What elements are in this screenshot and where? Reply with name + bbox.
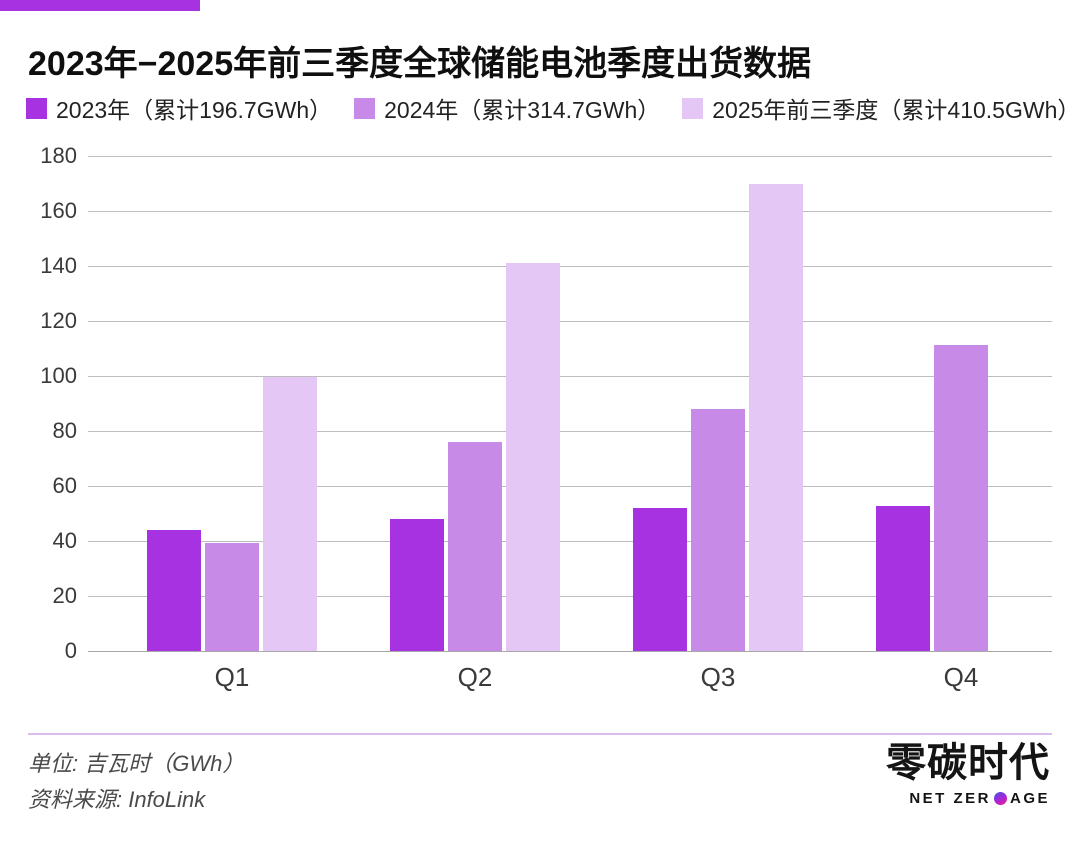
bar-slot xyxy=(147,156,201,651)
gridline-100 xyxy=(88,376,1052,377)
bar-slot xyxy=(506,156,560,651)
bar-2024-q4 xyxy=(934,344,988,651)
bar-slot xyxy=(691,156,745,651)
bar-slot xyxy=(934,156,988,651)
y-axis-tick-label-40: 40 xyxy=(52,528,77,553)
bar-chart: 180 160 140 120 100 80 60 40 20 0 Q1 Q2 Q3 Q4 xyxy=(40,143,1052,692)
bar-slot xyxy=(205,156,259,651)
bar-slot xyxy=(749,156,803,651)
logo-english-right: AGE xyxy=(1009,790,1050,807)
bar-2024-q3 xyxy=(691,409,745,651)
gridline-60 xyxy=(88,486,1052,487)
bar-slot xyxy=(448,156,502,651)
x-axis-label-q1: Q1 xyxy=(214,662,250,692)
logo: 零碳时代 NET ZER AGE xyxy=(790,740,1050,807)
y-axis-tick-label-140: 140 xyxy=(40,253,77,278)
gridline-120 xyxy=(88,321,1052,322)
bar-group-q3 xyxy=(633,156,803,651)
bar-2023-q2 xyxy=(390,519,444,651)
bar-slot xyxy=(633,156,687,651)
x-axis-label-q2: Q2 xyxy=(457,662,493,692)
logo-dot-icon xyxy=(993,792,1007,805)
y-axis-tick-label-60: 60 xyxy=(52,473,77,498)
bar-slot xyxy=(876,156,930,651)
y-axis-tick-label-180: 180 xyxy=(40,143,77,168)
bar-2023-q4 xyxy=(876,506,930,651)
bar-2023-q1 xyxy=(147,530,201,651)
legend-swatch-icon xyxy=(26,97,47,119)
legend-item-1: 2024年（累计314.7GWh） xyxy=(354,91,660,125)
legend-label: 2024年（累计314.7GWh） xyxy=(384,97,661,123)
bar-2023-q3 xyxy=(633,508,687,651)
legend-item-0: 2023年（累计196.7GWh） xyxy=(26,91,332,125)
logo-chinese: 零碳时代 xyxy=(886,740,1050,785)
gridline-160 xyxy=(88,211,1052,212)
x-axis-label-q4: Q4 xyxy=(943,662,979,692)
gridline-0 xyxy=(88,651,1052,652)
chart-title: 2023年−2025年前三季度全球储能电池季度出货数据 xyxy=(28,45,812,83)
source-note: 资料来源: InfoLink xyxy=(28,787,206,812)
logo-english-left: NET ZER xyxy=(909,790,991,807)
bar-slot xyxy=(390,156,444,651)
bar-2024-q1 xyxy=(205,542,259,651)
gridline-20 xyxy=(88,596,1052,597)
legend-label: 2025年前三季度（累计410.5GWh） xyxy=(712,97,1080,123)
y-axis-tick-label-160: 160 xyxy=(40,198,77,223)
legend: 2023年（累计196.7GWh） 2024年（累计314.7GWh） 2025年前… xyxy=(26,91,1080,125)
y-axis-tick-label-120: 120 xyxy=(40,308,77,333)
y-axis-tick-label-0: 0 xyxy=(64,638,77,663)
legend-swatch-icon xyxy=(354,97,376,119)
bar-2025-q2 xyxy=(506,263,560,651)
gridline-40 xyxy=(88,541,1052,542)
bar-group-q4 xyxy=(876,156,1046,651)
bar-2025-q1 xyxy=(263,377,317,651)
bar-2024-q2 xyxy=(448,442,502,651)
gridline-180 xyxy=(88,156,1052,157)
logo-english: NET ZER AGE xyxy=(790,790,1050,807)
x-axis-label-q3: Q3 xyxy=(700,662,736,692)
legend-item-2: 2025年前三季度（累计410.5GWh） xyxy=(682,91,1080,125)
bar-slot xyxy=(263,156,317,651)
legend-swatch-icon xyxy=(682,97,704,119)
bar-2025-q3 xyxy=(749,183,803,651)
accent-bar xyxy=(0,0,200,11)
unit-note: 单位: 吉瓦时（GWh） xyxy=(28,751,245,776)
y-axis-tick-label-80: 80 xyxy=(52,418,77,443)
gridline-140 xyxy=(88,266,1052,267)
bar-group-q2 xyxy=(390,156,560,651)
bar-slot xyxy=(992,156,1046,651)
bar-group-q1 xyxy=(147,156,317,651)
footer-divider xyxy=(28,733,1052,735)
y-axis-tick-label-100: 100 xyxy=(40,363,77,388)
y-axis-tick-label-20: 20 xyxy=(52,583,77,608)
gridline-80 xyxy=(88,431,1052,432)
legend-label: 2023年（累计196.7GWh） xyxy=(56,97,333,123)
